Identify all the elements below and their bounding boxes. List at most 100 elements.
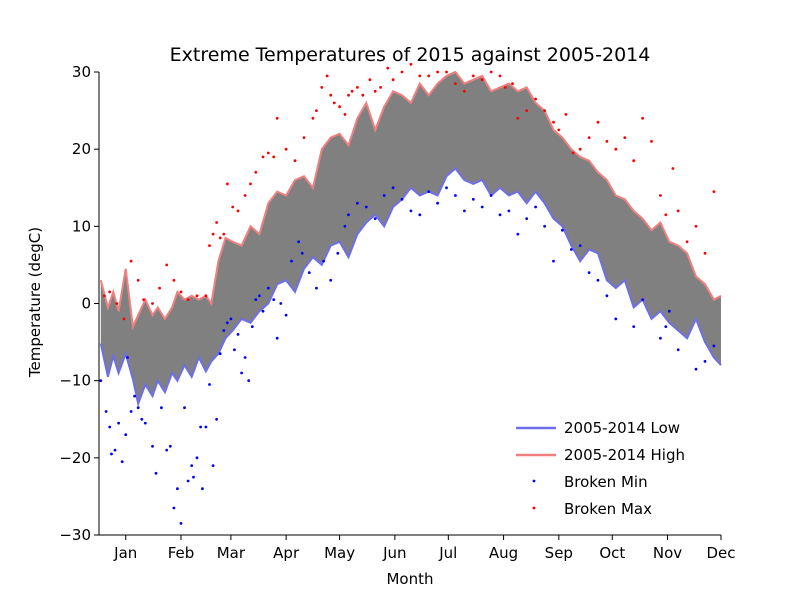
broken-min-point: [322, 259, 325, 263]
broken-min-point: [703, 360, 707, 363]
broken-max-point: [605, 140, 609, 143]
x-tick-label: Jan: [113, 544, 137, 562]
broken-min-point: [258, 294, 261, 298]
broken-max-point: [400, 70, 404, 74]
broken-max-point: [347, 93, 350, 97]
broken-max-point: [208, 244, 211, 248]
broken-min-point: [391, 186, 395, 190]
broken-min-point: [186, 479, 190, 483]
broken-min-point: [250, 325, 254, 328]
broken-min-point: [356, 201, 359, 205]
broken-max-point: [115, 302, 119, 305]
broken-max-point: [623, 136, 627, 140]
broken-min-point: [236, 333, 240, 336]
broken-max-point: [315, 109, 318, 112]
broken-min-point: [516, 232, 520, 236]
broken-min-point: [712, 344, 716, 348]
broken-min-point: [179, 522, 183, 525]
broken-max-point: [436, 70, 439, 74]
y-tick-label: 20: [72, 140, 91, 158]
broken-min-point: [225, 321, 229, 325]
y-tick-label: 0: [81, 295, 91, 313]
broken-min-point: [272, 298, 276, 301]
broken-max-point: [463, 89, 466, 93]
broken-max-point: [587, 136, 591, 140]
x-tick-label: Mar: [217, 544, 246, 562]
broken-max-point: [338, 105, 341, 109]
broken-max-point: [671, 167, 675, 170]
legend-label: Broken Min: [564, 473, 648, 491]
broken-max-point: [222, 232, 226, 236]
broken-max-point: [204, 294, 208, 298]
broken-max-point: [712, 190, 716, 194]
broken-min-point: [427, 190, 431, 194]
broken-max-point: [142, 298, 146, 301]
broken-max-point: [564, 113, 568, 116]
x-tick-label: Aug: [489, 544, 518, 562]
broken-min-point: [192, 475, 195, 479]
broken-min-point: [215, 417, 219, 421]
broken-max-point: [151, 302, 154, 305]
legend: 2005-2014 Low 2005-2014 High Broken Min Bro…: [516, 419, 685, 518]
broken-min-point: [307, 271, 311, 274]
broken-max-point: [379, 86, 382, 89]
broken-max-point: [350, 89, 354, 93]
broken-max-point: [534, 97, 537, 101]
x-tick-label: Jul: [438, 544, 457, 562]
broken-min-point: [667, 309, 671, 313]
broken-max-point: [361, 93, 365, 97]
y-tick-label: −10: [59, 372, 91, 390]
broken-max-point: [254, 170, 258, 174]
broken-max-point: [136, 278, 140, 282]
x-tick-label: May: [324, 544, 355, 562]
broken-max-point: [368, 78, 372, 82]
x-tick-label: Oct: [599, 544, 625, 562]
broken-min-point: [160, 406, 163, 410]
plot-area: [99, 62, 722, 525]
broken-min-point: [199, 425, 203, 429]
broken-min-point: [229, 317, 233, 321]
broken-max-point: [489, 70, 493, 74]
broken-max-point: [650, 140, 653, 143]
broken-max-point: [249, 182, 252, 186]
broken-max-point: [694, 224, 698, 228]
broken-max-point: [225, 182, 229, 186]
broken-min-point: [561, 228, 564, 232]
broken-min-point: [445, 186, 448, 190]
broken-min-point: [129, 410, 133, 413]
broken-max-point: [641, 116, 644, 120]
broken-min-point: [534, 205, 537, 209]
chart-title: Extreme Temperatures of 2015 against 200…: [170, 44, 651, 66]
broken-min-point: [569, 248, 573, 251]
broken-max-point: [391, 78, 395, 82]
y-tick-label: −20: [59, 449, 91, 467]
broken-min-point: [247, 379, 251, 383]
broken-max-point: [543, 109, 546, 112]
broken-max-point: [325, 74, 329, 78]
broken-max-point: [129, 259, 133, 263]
broken-max-point: [311, 116, 315, 120]
broken-max-point: [632, 159, 636, 163]
broken-max-point: [329, 93, 333, 97]
broken-max-point: [284, 147, 288, 151]
broken-min-point: [104, 410, 108, 413]
broken-min-point: [110, 452, 113, 456]
x-tick-label: Apr: [273, 544, 300, 562]
broken-max-point: [179, 290, 183, 294]
broken-min-point: [233, 348, 236, 352]
broken-min-point: [208, 383, 211, 386]
broken-max-point: [172, 278, 176, 282]
broken-min-point: [343, 224, 347, 228]
broken-max-point: [102, 294, 106, 298]
broken-min-point: [632, 325, 636, 328]
broken-max-point: [302, 136, 306, 140]
broken-min-point: [172, 506, 176, 510]
broken-min-point: [364, 205, 368, 209]
x-tick-label: Sep: [545, 544, 573, 562]
broken-min-point: [113, 448, 117, 452]
broken-min-point: [463, 209, 466, 213]
broken-min-point: [664, 325, 668, 328]
low-temp-line: [99, 167, 722, 408]
broken-min-point: [140, 417, 144, 421]
broken-min-point: [694, 367, 698, 371]
